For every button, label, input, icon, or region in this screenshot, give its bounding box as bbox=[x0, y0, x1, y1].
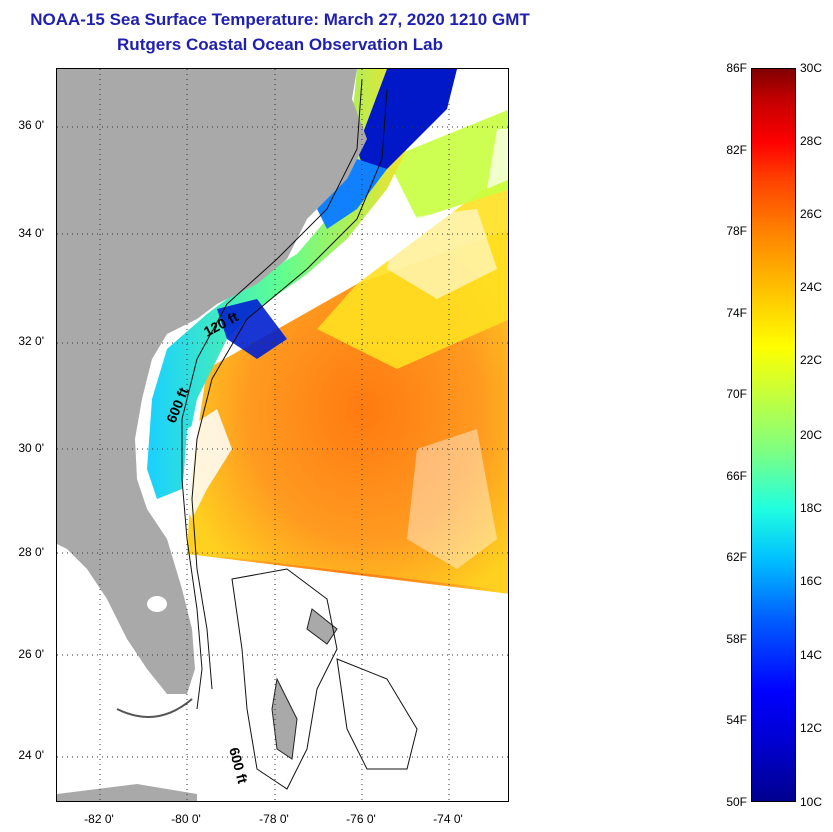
contour-120ft bbox=[181, 78, 363, 710]
map-title: NOAA-15 Sea Surface Temperature: March 2… bbox=[30, 10, 530, 29]
lon-label: -74 0' bbox=[433, 812, 463, 826]
florida-keys bbox=[116, 698, 193, 718]
colorbar-c-label: 18C bbox=[800, 501, 823, 515]
colorbar-f-label: 66F bbox=[726, 469, 747, 483]
colorbar-c-label: 26C bbox=[800, 207, 823, 221]
land-cuba bbox=[57, 784, 197, 801]
colorbar-c-label: 12C bbox=[800, 721, 823, 735]
contour-bahamas bbox=[231, 568, 338, 790]
land-bahamas bbox=[306, 608, 338, 645]
sst-map-image: 120 ft 600 ft 600 ft bbox=[57, 69, 508, 801]
lat-label: 26 0' bbox=[18, 647, 44, 661]
cloud-patch bbox=[387, 209, 497, 299]
land-us-southeast bbox=[57, 69, 367, 694]
contour-bahamas-2 bbox=[336, 658, 418, 770]
contour-label-600ft-bahamas: 600 ft bbox=[226, 746, 251, 786]
lon-label: -76 0' bbox=[346, 812, 376, 826]
land-bahamas bbox=[271, 677, 298, 760]
lat-label: 36 0' bbox=[18, 118, 44, 132]
lat-label: 32 0' bbox=[18, 334, 44, 348]
colorbar-c-label: 22C bbox=[800, 353, 823, 367]
lat-label: 30 0' bbox=[18, 441, 44, 455]
lon-label: -78 0' bbox=[259, 812, 289, 826]
graticule bbox=[57, 69, 508, 801]
map-subtitle: Rutgers Coastal Ocean Observation Lab bbox=[117, 35, 443, 54]
colorbar-c-label: 10C bbox=[800, 795, 823, 809]
colorbar-f-label: 62F bbox=[726, 550, 747, 564]
sst-cold-water-2 bbox=[317, 159, 387, 229]
cloud-patch bbox=[487, 129, 508, 189]
sst-cold-water-3 bbox=[217, 299, 287, 359]
cloud-patch bbox=[182, 409, 232, 519]
temperature-colorbar bbox=[751, 68, 796, 802]
colorbar-f-label: 70F bbox=[726, 387, 747, 401]
cloud-patch bbox=[407, 429, 497, 569]
colorbar-f-label: 54F bbox=[726, 713, 747, 727]
colorbar-c-label: 28C bbox=[800, 134, 823, 148]
colorbar-c-label: 14C bbox=[800, 648, 823, 662]
lat-label: 24 0' bbox=[18, 748, 44, 762]
lat-label: 28 0' bbox=[18, 545, 44, 559]
colorbar-c-label: 24C bbox=[800, 280, 823, 294]
colorbar-c-label: 30C bbox=[800, 61, 823, 75]
colorbar-f-label: 74F bbox=[726, 306, 747, 320]
contour-600ft bbox=[191, 88, 388, 690]
colorbar-f-label: 58F bbox=[726, 632, 747, 646]
lon-label: -82 0' bbox=[84, 812, 114, 826]
colorbar-f-label: 50F bbox=[726, 795, 747, 809]
colorbar-c-label: 20C bbox=[800, 428, 823, 442]
sst-map[interactable]: 120 ft 600 ft 600 ft bbox=[56, 68, 509, 802]
sst-cold-water bbox=[357, 69, 457, 179]
lake bbox=[147, 596, 167, 612]
lon-label: -80 0' bbox=[171, 812, 201, 826]
colorbar-f-label: 82F bbox=[726, 143, 747, 157]
sst-mid-region-2 bbox=[387, 109, 508, 219]
colorbar-c-label: 16C bbox=[800, 574, 823, 588]
colorbar-f-label: 86F bbox=[726, 61, 747, 75]
lat-label: 34 0' bbox=[18, 226, 44, 240]
colorbar-f-label: 78F bbox=[726, 224, 747, 238]
